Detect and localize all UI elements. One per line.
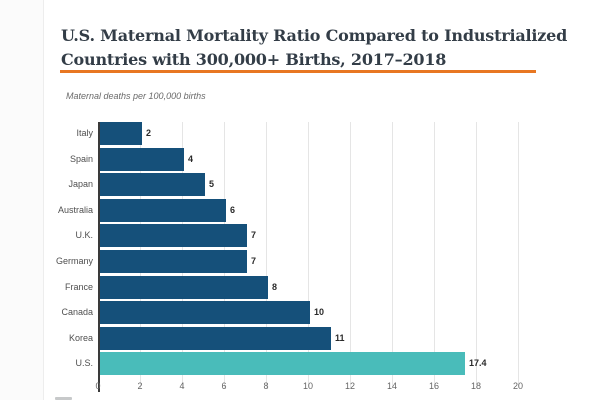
category-label: Italy <box>76 128 93 138</box>
x-tick-label: 12 <box>344 381 355 391</box>
bar <box>100 122 142 145</box>
value-label: 7 <box>251 256 257 266</box>
category-label: Australia <box>57 205 93 215</box>
bar-chart: Italy 2 Spain 4 Japan 5 Australia 6 U.K. 7 Germany… <box>0 122 600 400</box>
category-label: U.S. <box>75 358 93 368</box>
value-label: 11 <box>335 333 345 343</box>
category-label: Korea <box>68 333 93 343</box>
bar <box>100 224 247 247</box>
value-label: 10 <box>314 307 325 317</box>
category-label: France <box>64 282 93 292</box>
accent-divider <box>60 70 536 73</box>
category-label: Japan <box>68 179 93 189</box>
chart-title-line2: Countries with 300,000+ Births, 2017–201… <box>61 49 447 69</box>
bar <box>100 250 247 273</box>
gridline-x-16 <box>434 122 435 388</box>
page-margin-band <box>0 0 44 400</box>
x-tick-label: 10 <box>302 381 313 391</box>
value-label: 17.4 <box>469 358 487 368</box>
x-tick-label: 4 <box>179 381 185 391</box>
value-label: 4 <box>188 154 194 164</box>
x-tick-label: 0 <box>95 381 101 391</box>
bar <box>100 301 310 324</box>
x-tick-label: 8 <box>263 381 269 391</box>
x-tick-label: 20 <box>512 381 523 391</box>
bar <box>100 327 331 350</box>
bar-highlight <box>100 352 465 375</box>
category-label: U.K. <box>75 230 93 240</box>
gridline-x-14 <box>392 122 393 388</box>
bar <box>100 173 205 196</box>
value-label: 8 <box>272 282 278 292</box>
category-label: Canada <box>61 307 93 317</box>
bar <box>100 199 226 222</box>
chart-title-line1: U.S. Maternal Mortality Ratio Compared t… <box>61 25 568 45</box>
category-label: Germany <box>55 256 93 266</box>
category-label: Spain <box>69 154 93 164</box>
chart-title: U.S. Maternal Mortality Ratio Compared t… <box>61 24 581 72</box>
gridline-x-18 <box>476 122 477 388</box>
value-label: 7 <box>251 230 257 240</box>
cropped-footer-element <box>55 397 72 400</box>
y-axis-line <box>98 122 100 392</box>
gridline-x-12 <box>350 122 351 388</box>
gridline-x-20 <box>518 122 519 388</box>
value-label: 5 <box>209 179 215 189</box>
value-label: 6 <box>230 205 236 215</box>
x-tick-label: 6 <box>221 381 227 391</box>
x-tick-label: 16 <box>428 381 439 391</box>
bar <box>100 276 268 299</box>
x-tick-label: 2 <box>137 381 143 391</box>
value-label: 2 <box>146 128 152 138</box>
chart-subtitle: Maternal deaths per 100,000 births <box>66 91 206 101</box>
gridline-x-10 <box>308 122 309 388</box>
x-tick-label: 14 <box>386 381 397 391</box>
gridline-x-8 <box>266 122 267 388</box>
x-tick-label: 18 <box>470 381 481 391</box>
bar <box>100 148 184 171</box>
